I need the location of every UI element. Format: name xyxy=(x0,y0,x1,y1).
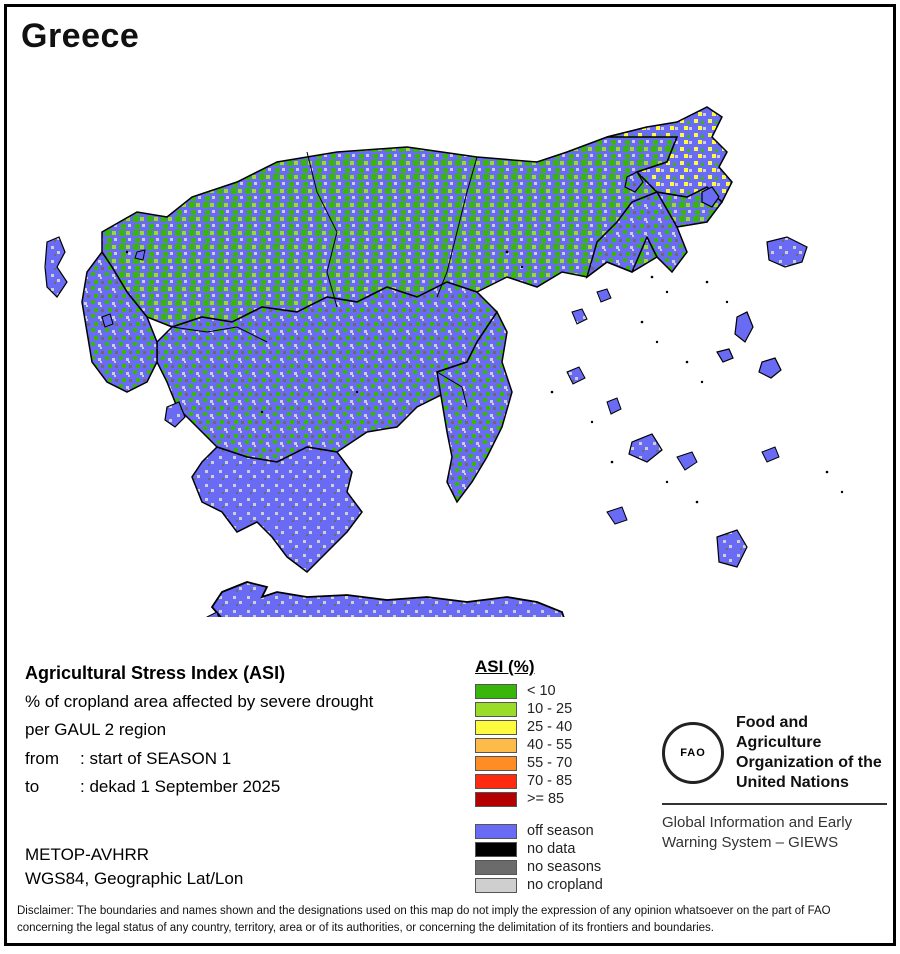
legend-label-lt10: < 10 xyxy=(527,683,556,699)
source-line-2: WGS84, Geographic Lat/Lon xyxy=(25,869,243,889)
island-astypalaia xyxy=(607,507,627,524)
to-value: : dekad 1 September 2025 xyxy=(80,776,280,798)
legend-label-10-25: 10 - 25 xyxy=(527,701,572,717)
island-naxos xyxy=(629,434,662,462)
legend-label-nodata: no data xyxy=(527,841,575,857)
fao-logo-icon: FAO xyxy=(662,722,724,784)
island-cyclades-3 xyxy=(567,367,585,384)
greece-map xyxy=(7,62,896,617)
giews-label: Global Information and Early Warning Syst… xyxy=(662,813,892,852)
from-label: from xyxy=(25,748,80,770)
island-cyclades-4 xyxy=(607,398,621,414)
caption-desc-2: per GAUL 2 region xyxy=(25,719,455,741)
legend-swatch-10-25 xyxy=(475,702,517,717)
legend-swatch-gte85 xyxy=(475,792,517,807)
from-value: : start of SEASON 1 xyxy=(80,748,231,770)
legend-row-asi-3: 40 - 55 xyxy=(475,737,675,753)
disclaimer-line-2: concerning the legal status of any count… xyxy=(17,920,887,937)
disclaimer-text: Disclaimer: The boundaries and names sho… xyxy=(17,903,887,938)
to-label: to xyxy=(25,776,80,798)
legend-asi-items: < 10 10 - 25 25 - 40 40 - 55 55 - 70 70 … xyxy=(475,683,675,807)
island-amorgos xyxy=(677,452,697,470)
fao-block: FAO Food and Agriculture Organization of … xyxy=(662,713,892,852)
island-cyclades-1 xyxy=(572,309,587,324)
legend-swatch-40-55 xyxy=(475,738,517,753)
legend-row-asi-0: < 10 xyxy=(475,683,675,699)
fao-org-name: Food and Agriculture Organization of the U… xyxy=(736,713,892,793)
legend-swatch-lt10 xyxy=(475,684,517,699)
legend-row-asi-4: 55 - 70 xyxy=(475,755,675,771)
page-title: Greece xyxy=(21,17,139,56)
caption-from-row: from : start of SEASON 1 xyxy=(25,748,455,770)
island-lesvos xyxy=(767,237,807,267)
legend-swatch-nocropland xyxy=(475,878,517,893)
legend-label-40-55: 40 - 55 xyxy=(527,737,572,753)
source-line-1: METOP-AVHRR xyxy=(25,845,243,865)
legend-block: ASI (%) < 10 10 - 25 25 - 40 40 - 55 55 … xyxy=(475,657,675,895)
caption-to-row: to : dekad 1 September 2025 xyxy=(25,776,455,798)
legend-label-nocropland: no cropland xyxy=(527,877,603,893)
legend-label-noseasons: no seasons xyxy=(527,859,601,875)
island-corfu xyxy=(45,237,67,297)
legend-row-asi-5: 70 - 85 xyxy=(475,773,675,789)
caption-desc-1: % of cropland area affected by severe dr… xyxy=(25,691,455,713)
legend-swatch-noseasons xyxy=(475,860,517,875)
region-peloponnese xyxy=(192,447,362,572)
legend-swatch-55-70 xyxy=(475,756,517,771)
legend-label-70-85: 70 - 85 xyxy=(527,773,572,789)
legend-row-asi-1: 10 - 25 xyxy=(475,701,675,717)
legend-swatch-offseason xyxy=(475,824,517,839)
asi-heading: Agricultural Stress Index (ASI) xyxy=(25,662,455,685)
legend-row-noseasons: no seasons xyxy=(475,859,675,875)
island-cyclades-2 xyxy=(597,289,611,302)
legend-swatch-nodata xyxy=(475,842,517,857)
legend-label-gte85: >= 85 xyxy=(527,791,564,807)
legend-row-asi-6: >= 85 xyxy=(475,791,675,807)
disclaimer-line-1: Disclaimer: The boundaries and names sho… xyxy=(17,903,887,920)
legend-label-25-40: 25 - 40 xyxy=(527,719,572,735)
legend-row-asi-2: 25 - 40 xyxy=(475,719,675,735)
legend-row-nodata: no data xyxy=(475,841,675,857)
island-kos xyxy=(762,447,779,462)
island-chios xyxy=(735,312,753,342)
legend-title: ASI (%) xyxy=(475,657,675,677)
caption-block: Agricultural Stress Index (ASI) % of cro… xyxy=(25,662,455,804)
legend-label-offseason: off season xyxy=(527,823,594,839)
legend-swatch-25-40 xyxy=(475,720,517,735)
source-block: METOP-AVHRR WGS84, Geographic Lat/Lon xyxy=(25,845,243,893)
poster-frame: Greece xyxy=(4,4,896,946)
island-crete xyxy=(212,582,567,617)
legend-label-55-70: 55 - 70 xyxy=(527,755,572,771)
legend-row-offseason: off season xyxy=(475,823,675,839)
legend-swatch-70-85 xyxy=(475,774,517,789)
island-samos xyxy=(759,358,781,378)
legend-other-items: off season no data no seasons no croplan… xyxy=(475,823,675,893)
legend-row-nocropland: no cropland xyxy=(475,877,675,893)
island-rhodes xyxy=(717,530,747,567)
island-ikaria xyxy=(717,349,733,362)
